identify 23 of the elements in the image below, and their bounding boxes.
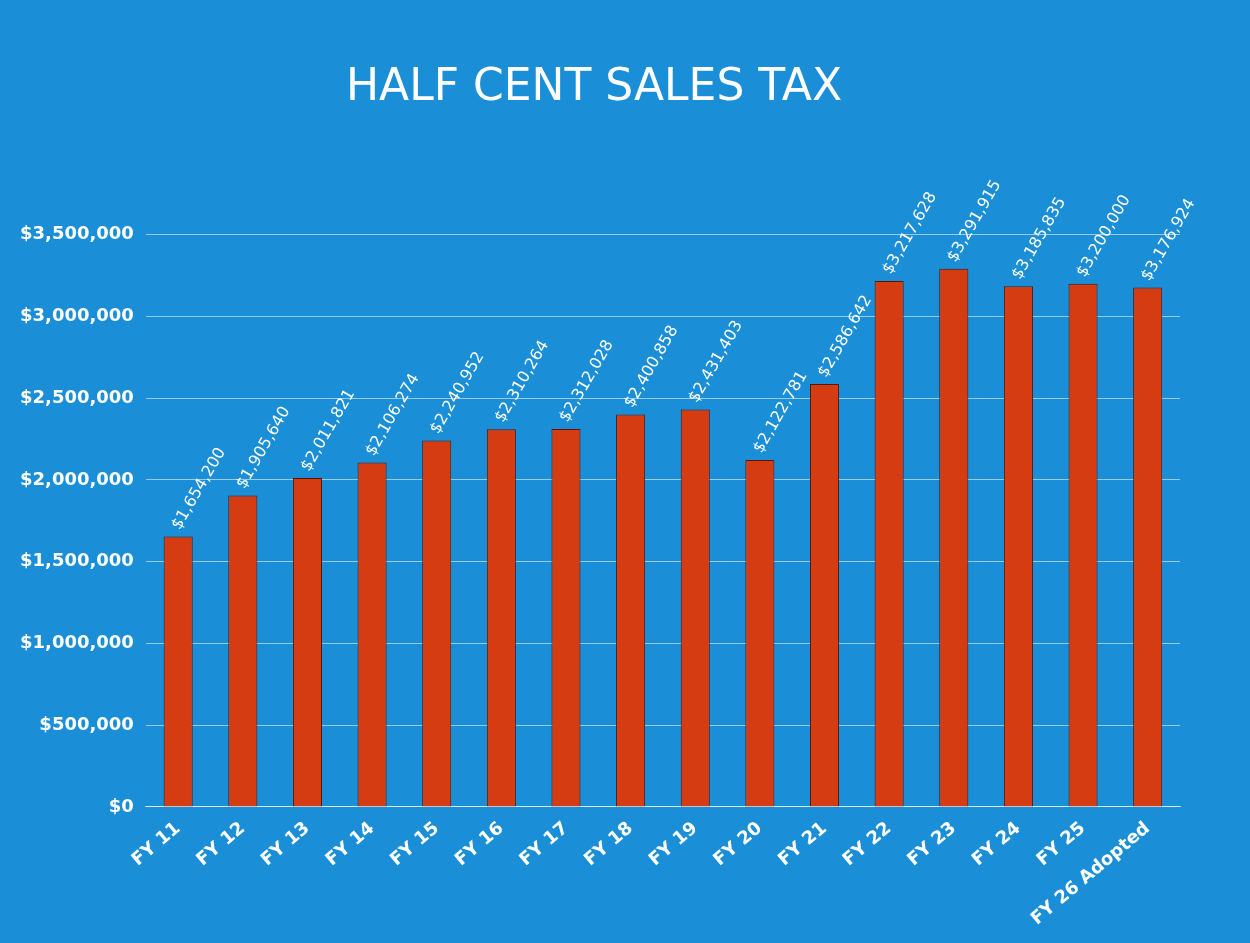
x-tick-label: FY 21 bbox=[773, 816, 831, 870]
chart-title: HALF CENT SALES TAX bbox=[345, 58, 843, 110]
x-tick-label: FY 15 bbox=[385, 816, 443, 870]
x-tick-label: FY 14 bbox=[320, 816, 378, 870]
x-tick-label: FY 20 bbox=[708, 816, 766, 870]
x-tick-label: FY 17 bbox=[514, 816, 572, 870]
y-tick-label: $2,000,000 bbox=[20, 467, 134, 489]
x-tick-label: FY 11 bbox=[126, 816, 184, 870]
y-tick-label: $3,000,000 bbox=[20, 304, 134, 326]
x-tick-label: FY 24 bbox=[967, 816, 1024, 870]
y-tick-label: $3,500,000 bbox=[20, 222, 134, 244]
x-tick-label: FY 22 bbox=[837, 816, 895, 870]
x-tick-label: FY 13 bbox=[256, 816, 314, 870]
y-tick-label: $500,000 bbox=[39, 712, 134, 734]
y-tick-label: $0 bbox=[108, 794, 134, 816]
y-tick-label: $2,500,000 bbox=[20, 385, 134, 407]
x-tick-label: FY 16 bbox=[450, 816, 507, 870]
x-tick-label: FY 18 bbox=[579, 816, 637, 870]
x-tick-label: FY 19 bbox=[643, 816, 701, 870]
x-tick-label: FY 12 bbox=[191, 816, 249, 870]
x-tick-label: FY 23 bbox=[902, 816, 960, 870]
y-tick-label: $1,000,000 bbox=[20, 631, 134, 653]
y-tick-label: $1,500,000 bbox=[20, 549, 134, 571]
